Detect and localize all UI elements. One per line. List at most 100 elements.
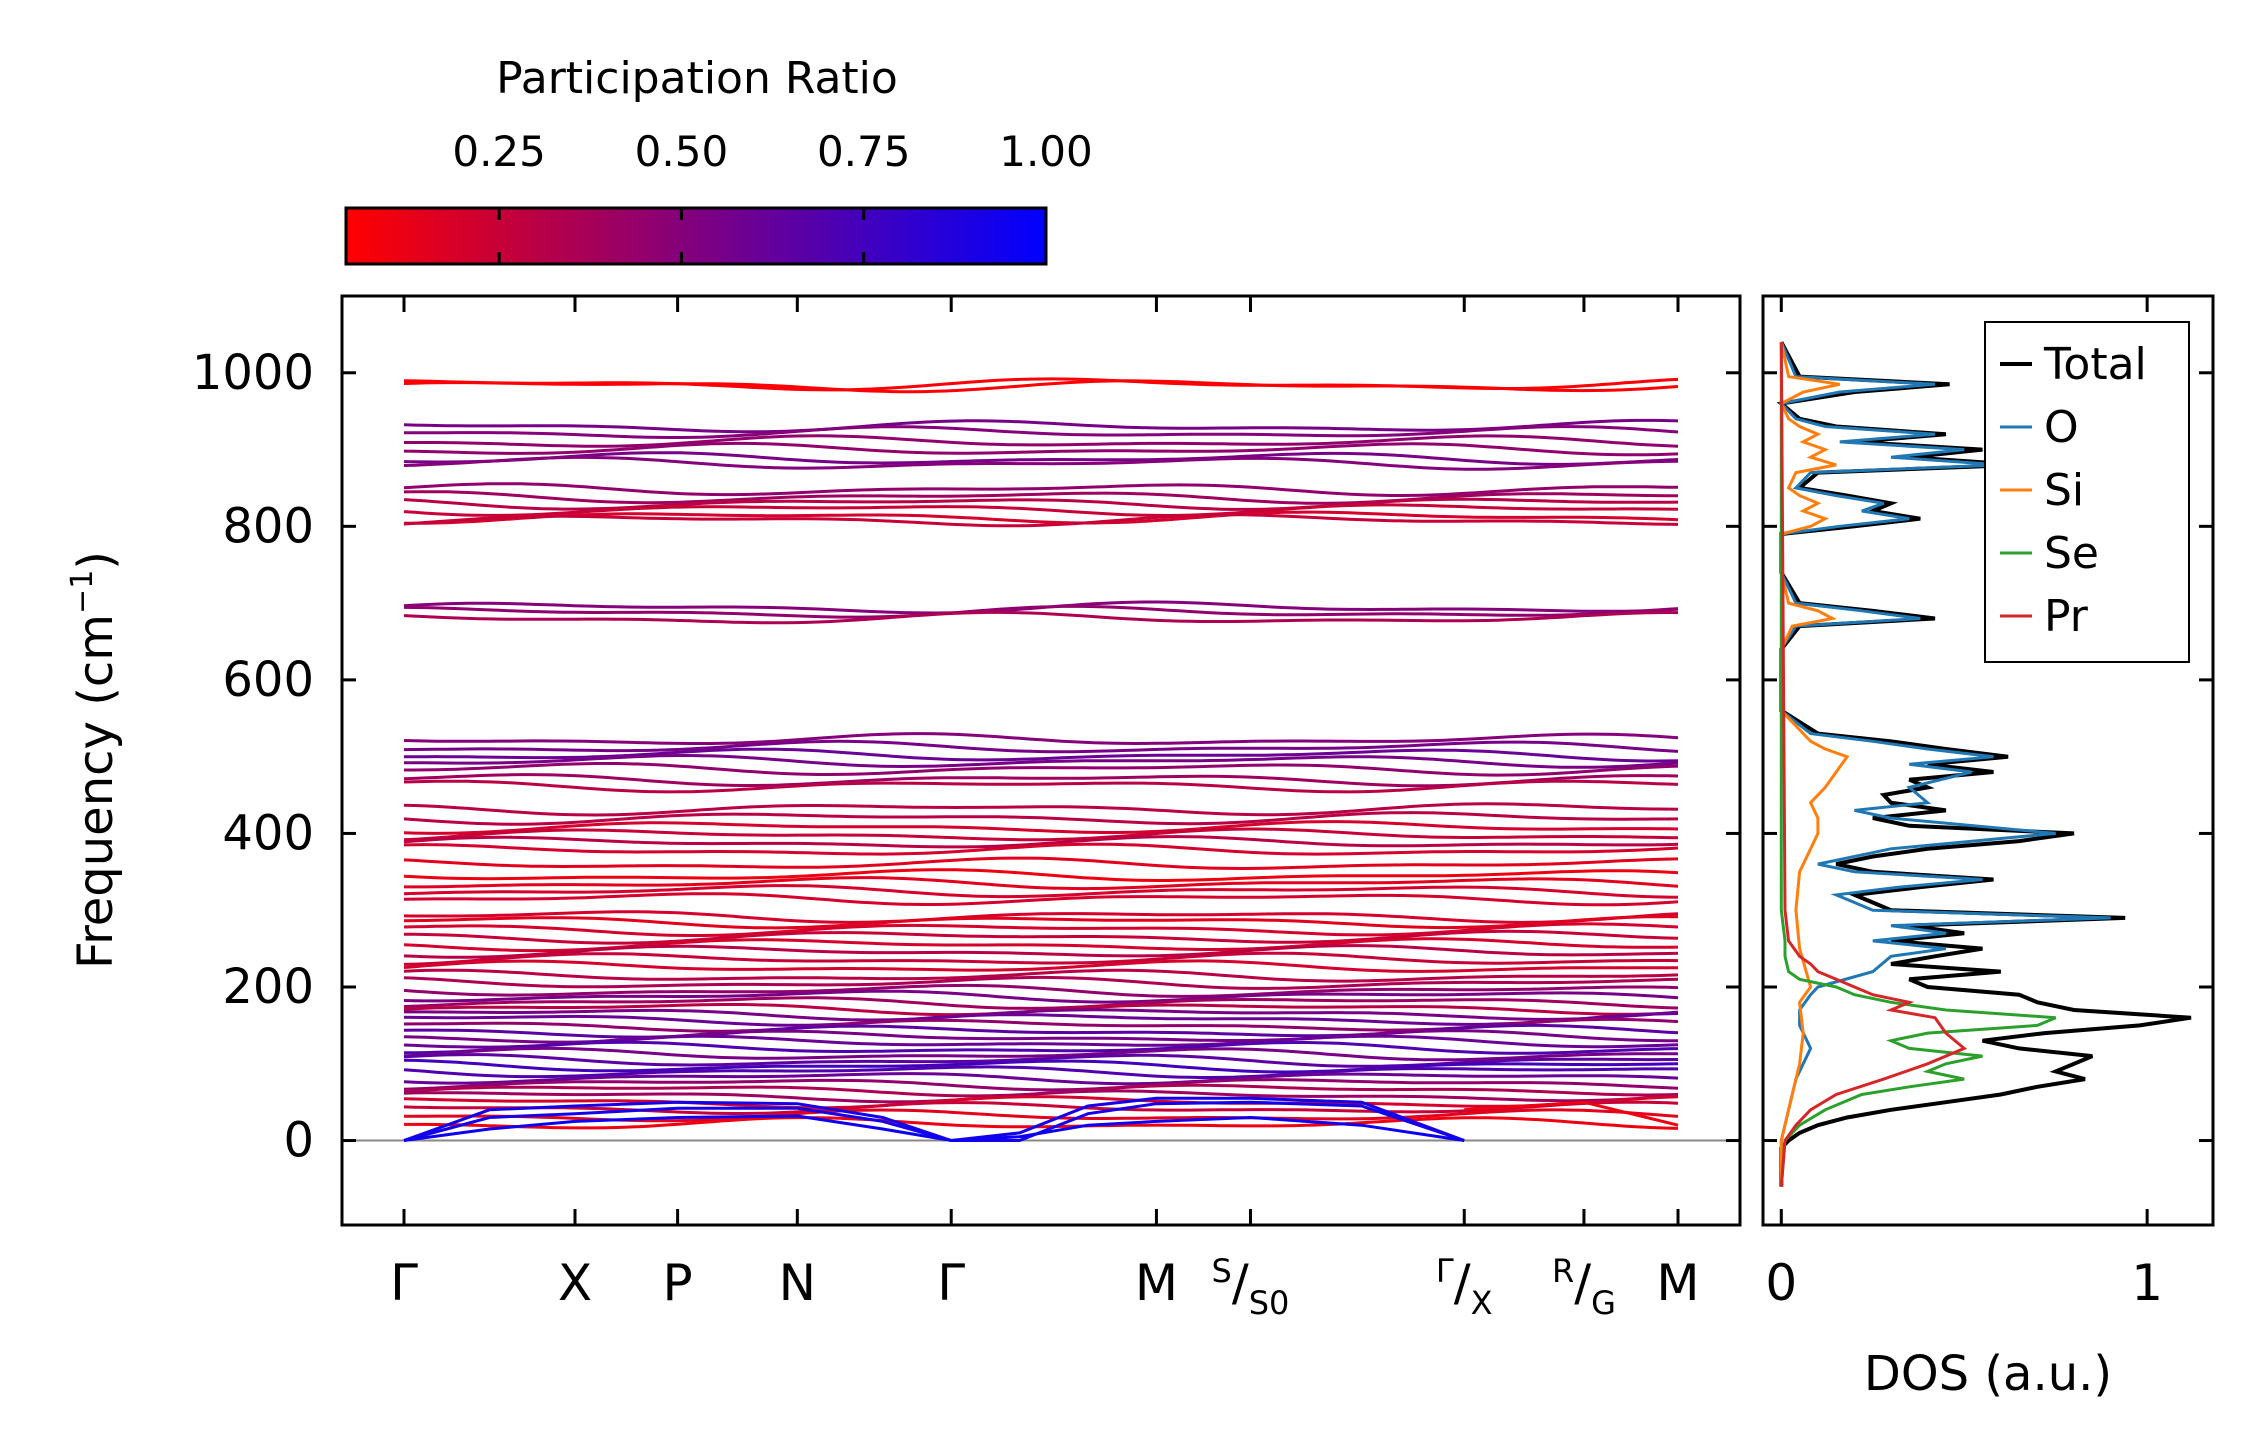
phonon-band: [403, 441, 1679, 457]
phonon-band: [403, 1089, 1679, 1104]
colorbar: Participation Ratio 0.25 0.50 0.75 1.00: [344, 53, 1093, 266]
phonon-band: [403, 739, 1679, 754]
dos-x-tick-label: 1: [2131, 1254, 2163, 1312]
phonon-band: [403, 802, 1679, 817]
high-symmetry-label: N: [779, 1254, 816, 1312]
high-symmetry-label: M: [1135, 1254, 1178, 1312]
phonon-band: [403, 497, 1679, 511]
phonon-band: [403, 1046, 1678, 1062]
phonon-band: [403, 968, 1679, 983]
phonon-band: [403, 983, 1679, 998]
high-symmetry-label: R/G: [1552, 1252, 1616, 1322]
dos-panel: 0 1 DOS (a.u.) Total O Si Se Pr: [1761, 294, 2215, 1402]
phonon-band: [403, 1058, 1679, 1074]
phonon-band: [404, 876, 1679, 891]
phonon-band: [403, 513, 1679, 528]
phonon-band: [403, 1078, 1679, 1092]
legend-label: Total: [2043, 339, 2147, 390]
y-tick-label: 1000: [192, 345, 314, 401]
high-symmetry-label: Γ/X: [1436, 1252, 1493, 1322]
high-symmetry-label: Γ: [390, 1254, 418, 1312]
phonon-band: [404, 754, 1679, 769]
phonon-band: [403, 1012, 1679, 1027]
phonon-band: [403, 827, 1679, 842]
y-tick-label: 400: [222, 805, 314, 861]
y-tick-label: 600: [222, 652, 314, 708]
phonon-band: [403, 811, 1679, 826]
phonon-band: [403, 975, 1679, 990]
phonon-band: [403, 910, 1679, 924]
dos-legend: Total O Si Se Pr: [1984, 321, 2190, 663]
phonon-band: [403, 944, 1679, 959]
phonon-band: [403, 1053, 1678, 1068]
dos-axes-frame: [1761, 294, 2215, 1227]
phonon-band: [403, 951, 1679, 966]
phonon-band: [403, 1065, 1678, 1079]
legend-label: Si: [2044, 465, 2084, 516]
legend-label: O: [2044, 402, 2079, 453]
phonon-band: [403, 996, 1679, 1010]
phonon-band: [404, 1008, 1679, 1022]
y-tick-label: 200: [222, 959, 314, 1015]
phonon-bands: [403, 377, 1679, 1143]
colorbar-tick-label: 0.25: [452, 127, 546, 176]
phonon-band: [403, 1034, 1679, 1049]
y-tick-label: 0: [283, 1113, 314, 1169]
phonon-band: [403, 884, 1679, 899]
legend-label: Se: [2044, 528, 2099, 579]
phonon-band: [404, 425, 1679, 439]
phonon-band: [403, 747, 1679, 763]
high-symmetry-label: M: [1656, 1254, 1699, 1312]
phonon-band: [403, 490, 1679, 505]
colorbar-gradient: [344, 206, 1048, 266]
colorbar-title: Participation Ratio: [496, 53, 898, 104]
phonon-band: [404, 1040, 1679, 1055]
y-tick-label: 800: [222, 498, 314, 554]
high-symmetry-label: Γ: [937, 1254, 965, 1312]
phonon-band: [403, 1023, 1679, 1039]
legend-frame: [1984, 321, 2190, 663]
acoustic-band: [403, 1114, 1465, 1143]
phonon-band: [403, 922, 1679, 937]
phonon-band: [403, 503, 1679, 518]
dos-curve-total: [1776, 341, 2192, 1187]
frequency-axis-label: Frequency (cm−1): [65, 551, 124, 969]
phonon-band: [404, 434, 1679, 448]
phonon-band: [403, 377, 1679, 392]
high-symmetry-label: P: [663, 1254, 693, 1312]
dos-axis-label: DOS (a.u.): [1864, 1346, 2112, 1402]
high-symmetry-label: S/S0: [1212, 1252, 1290, 1322]
phonon-band: [403, 959, 1678, 973]
dos-curve-se: [1779, 342, 2057, 1187]
phonon-band: [403, 451, 1679, 466]
legend-label: Pr: [2044, 591, 2089, 642]
colorbar-tick-label: 1.00: [999, 127, 1093, 176]
colorbar-tick-label: 0.50: [635, 127, 729, 176]
phonon-band: [403, 868, 1679, 882]
phonon-band: [403, 842, 1679, 856]
phonon-band: [403, 835, 1679, 849]
phonon-band: [404, 1116, 1679, 1130]
dos-curve-pr: [1779, 342, 1968, 1187]
phonon-band: [403, 604, 1679, 619]
phonon-band: [403, 1095, 1679, 1110]
phonon-band: [404, 929, 1679, 945]
high-symmetry-label: X: [558, 1254, 592, 1312]
colorbar-tick-label: 0.75: [817, 127, 911, 176]
phonon-band: [403, 989, 1679, 1004]
phonon-band: [403, 856, 1679, 871]
phonon-band: [403, 482, 1679, 497]
phonon-band: [1464, 1100, 1679, 1127]
phonon-band: [403, 455, 1679, 471]
band-structure-panel: 0 200 400 600 800 1000 Γ X P N Γ M S/S0 Γ/X R/G M Freq…: [65, 294, 1742, 1322]
phonon-band: [403, 820, 1679, 835]
phonon-band: [404, 510, 1679, 525]
phonon-band: [404, 762, 1679, 777]
dos-curve-o: [1778, 341, 2111, 1187]
phonon-band: [403, 610, 1679, 625]
phonon-band: [403, 779, 1679, 794]
phonon-band: [403, 732, 1679, 746]
dos-curves: [1776, 341, 2192, 1187]
phonon-band: [403, 418, 1679, 434]
